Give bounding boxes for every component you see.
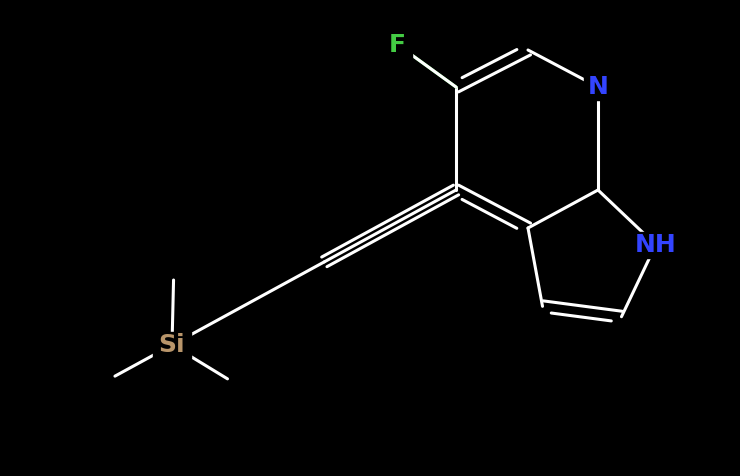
- Bar: [633, 232, 679, 258]
- Text: N: N: [588, 75, 608, 99]
- Bar: [383, 32, 411, 58]
- Bar: [153, 332, 191, 358]
- Text: Si: Si: [158, 333, 185, 357]
- Bar: [584, 74, 612, 100]
- Text: F: F: [389, 33, 406, 57]
- Text: NH: NH: [635, 233, 676, 257]
